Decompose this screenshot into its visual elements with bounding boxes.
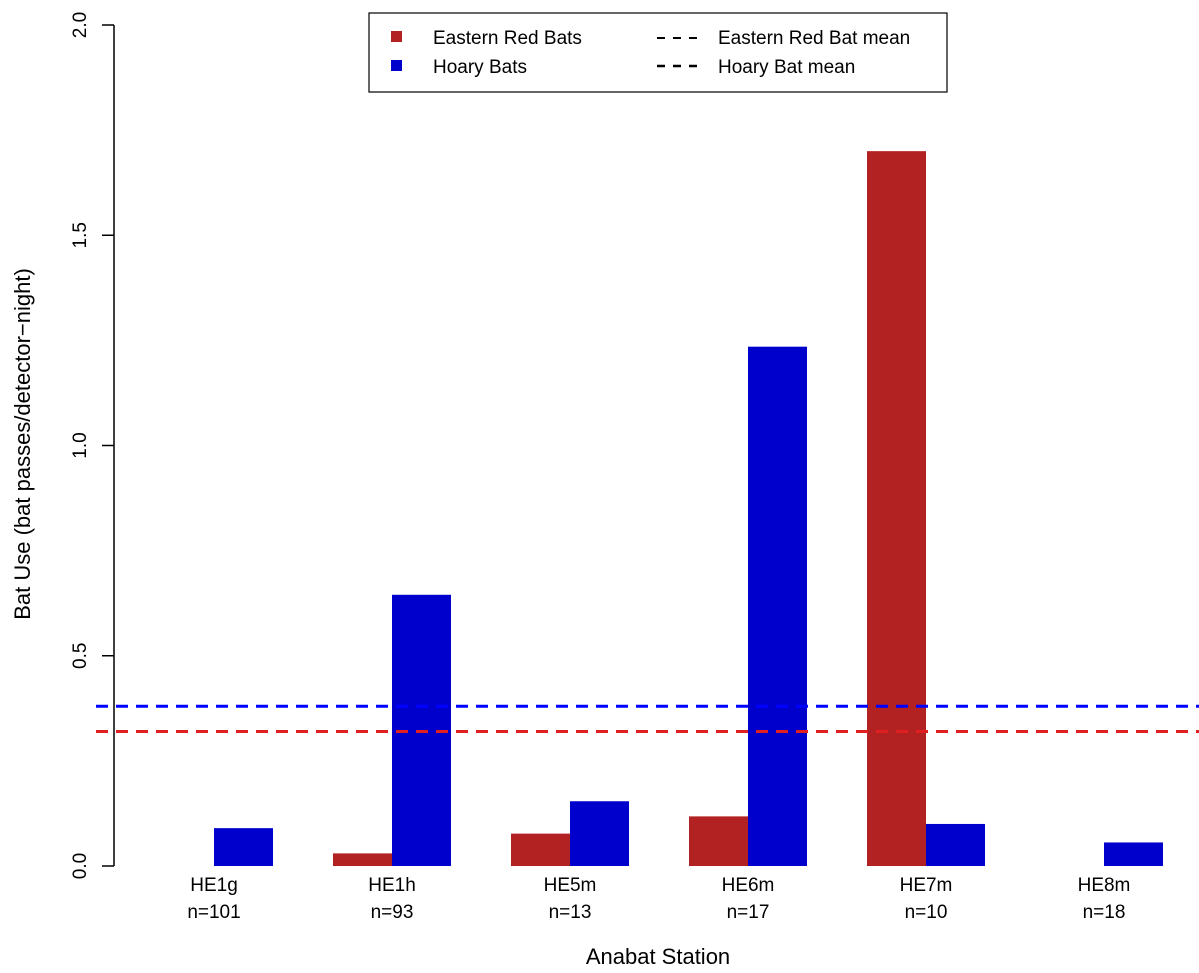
mean-lines-layer <box>96 704 1199 733</box>
x-axis-labels: HE1g n=101 HE1h n=93 HE5m n=13 HE6m n=17 HE7m n=1… <box>187 875 1130 923</box>
legend-box <box>368 12 948 93</box>
x-tick-label: HE6m <box>722 875 775 896</box>
bar-eastern-red-bats-he5m <box>511 833 570 866</box>
bar-eastern-red-bats-he7m <box>867 151 926 866</box>
legend-swatch-eastern-red-bats <box>391 31 402 42</box>
bar-hoary-bats-he7m <box>926 823 985 866</box>
y-tick-label: 0.0 <box>70 853 91 879</box>
legend-label-hoary-bat-mean: Hoary Bat mean <box>718 57 855 78</box>
bars-layer <box>214 151 1163 866</box>
x-sample-size-label: n=13 <box>549 902 592 923</box>
x-sample-size-label: n=17 <box>727 902 770 923</box>
y-tick-label: 2.0 <box>70 12 91 38</box>
legend-label-eastern-red-bat-mean: Eastern Red Bat mean <box>718 28 910 49</box>
x-tick-label: HE1h <box>368 875 416 896</box>
x-sample-size-label: n=101 <box>187 902 240 923</box>
x-tick-label: HE8m <box>1078 875 1131 896</box>
legend-label-eastern-red-bats: Eastern Red Bats <box>433 28 582 49</box>
x-sample-size-label: n=18 <box>1083 902 1126 923</box>
y-axis: 0.0 0.5 1.0 1.5 2.0 <box>70 12 115 879</box>
y-axis-title: Bat Use (bat passes/detector−night) <box>10 268 35 620</box>
x-sample-size-label: n=10 <box>905 902 948 923</box>
legend-swatch-hoary-bats <box>391 60 402 71</box>
bar-hoary-bats-he5m <box>570 801 629 866</box>
y-tick-label: 0.5 <box>70 643 91 669</box>
x-tick-label: HE7m <box>900 875 953 896</box>
bar-eastern-red-bats-he1h <box>333 853 392 866</box>
x-tick-label: HE5m <box>544 875 597 896</box>
bar-hoary-bats-he1g <box>214 828 273 866</box>
x-tick-label: HE1g <box>190 875 238 896</box>
legend: Eastern Red Bats Hoary Bats Eastern Red … <box>368 12 948 93</box>
x-sample-size-label: n=93 <box>371 902 414 923</box>
legend-label-hoary-bats: Hoary Bats <box>433 57 527 78</box>
bar-eastern-red-bats-he6m <box>689 816 748 866</box>
x-axis-title: Anabat Station <box>586 944 730 969</box>
bar-hoary-bats-he8m <box>1104 842 1163 866</box>
y-tick-label: 1.0 <box>70 432 91 458</box>
y-tick-label: 1.5 <box>70 222 91 248</box>
bar-hoary-bats-he6m <box>748 346 807 866</box>
